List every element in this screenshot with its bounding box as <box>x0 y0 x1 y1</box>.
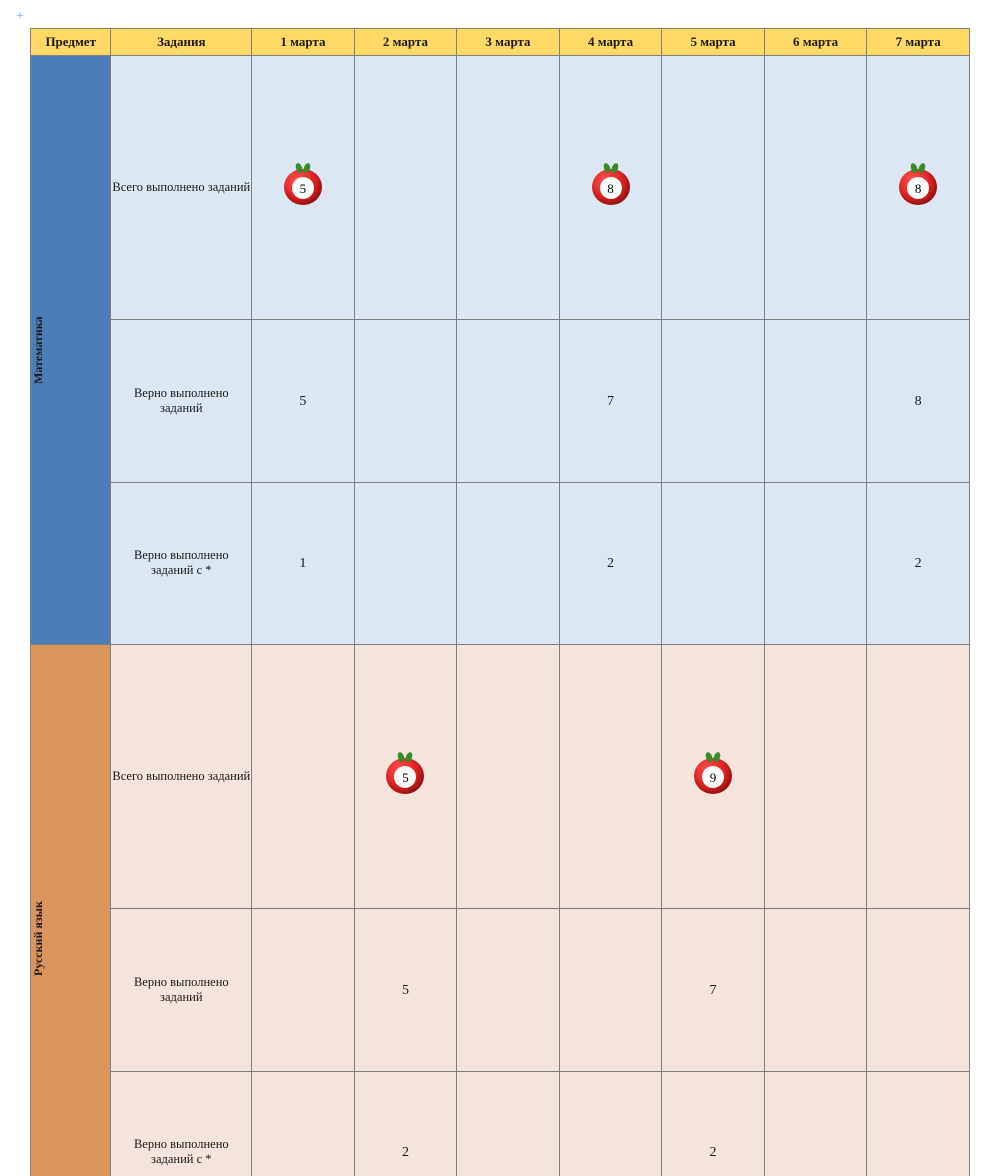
table-row: Русский языкВсего выполнено заданий59 <box>31 645 970 909</box>
subject-cell: Русский язык <box>31 645 111 1176</box>
data-cell <box>662 56 765 320</box>
data-cell <box>559 909 662 1071</box>
table-row: МатематикаВсего выполнено заданий588 <box>31 56 970 320</box>
hdr-day: 6 марта <box>764 29 867 56</box>
task-label: Всего выполнено заданий <box>111 56 252 320</box>
data-cell: 2 <box>559 482 662 644</box>
data-cell <box>457 320 560 482</box>
subject-cell: Математика <box>31 56 111 645</box>
data-cell: 7 <box>559 320 662 482</box>
hdr-day: 1 марта <box>252 29 355 56</box>
task-label: Верно выполнено заданий с * <box>111 482 252 644</box>
data-cell <box>764 320 867 482</box>
data-cell <box>764 56 867 320</box>
data-cell <box>662 482 765 644</box>
tomato-icon: 8 <box>897 165 939 207</box>
data-cell: 9 <box>662 645 765 909</box>
hdr-subject: Предмет <box>31 29 111 56</box>
data-cell: 2 <box>867 482 970 644</box>
subject-label: Русский язык <box>31 645 46 1176</box>
cell-value: 5 <box>299 394 306 409</box>
cell-value: 2 <box>915 556 922 571</box>
data-cell: 2 <box>354 1071 457 1176</box>
data-cell: 5 <box>354 909 457 1071</box>
hdr-day: 4 марта <box>559 29 662 56</box>
tomato-icon: 8 <box>590 165 632 207</box>
task-label: Всего выполнено заданий <box>111 645 252 909</box>
table-row: Верно выполнено заданий с * 1 2 2 <box>31 482 970 644</box>
data-cell <box>457 909 560 1071</box>
hdr-tasks: Задания <box>111 29 252 56</box>
tomato-value: 5 <box>384 754 426 799</box>
main-table: Предмет Задания 1 марта 2 марта 3 марта … <box>30 28 970 1176</box>
data-cell <box>457 482 560 644</box>
data-cell <box>764 1071 867 1176</box>
cell-value: 2 <box>607 556 614 571</box>
data-cell: 2 <box>662 1071 765 1176</box>
cell-value: 5 <box>402 983 409 998</box>
hdr-day: 2 марта <box>354 29 457 56</box>
data-cell <box>559 1071 662 1176</box>
hdr-day: 3 марта <box>457 29 560 56</box>
subject-label: Математика <box>31 56 46 644</box>
task-label: Верно выполнено заданий <box>111 909 252 1071</box>
tomato-value: 8 <box>590 165 632 210</box>
table-row: Верно выполнено заданий 5 7 <box>31 909 970 1071</box>
data-cell <box>764 482 867 644</box>
cell-value: 2 <box>402 1145 409 1160</box>
cell-value: 2 <box>710 1145 717 1160</box>
data-cell <box>252 909 355 1071</box>
data-cell <box>662 320 765 482</box>
data-cell <box>764 909 867 1071</box>
cell-value: 7 <box>710 983 717 998</box>
data-cell: 5 <box>252 320 355 482</box>
data-cell <box>457 1071 560 1176</box>
data-cell: 5 <box>354 645 457 909</box>
hdr-day: 7 марта <box>867 29 970 56</box>
selection-marker: + <box>12 12 24 24</box>
tomato-icon: 5 <box>282 165 324 207</box>
data-cell <box>354 56 457 320</box>
data-cell <box>354 320 457 482</box>
data-cell <box>764 645 867 909</box>
data-cell <box>457 56 560 320</box>
data-cell: 1 <box>252 482 355 644</box>
tomato-value: 8 <box>897 165 939 210</box>
header-row: Предмет Задания 1 марта 2 марта 3 марта … <box>31 29 970 56</box>
data-cell <box>354 482 457 644</box>
data-cell: 5 <box>252 56 355 320</box>
cell-value: 7 <box>607 394 614 409</box>
task-label: Верно выполнено заданий с * <box>111 1071 252 1176</box>
task-label: Верно выполнено заданий <box>111 320 252 482</box>
data-cell <box>252 1071 355 1176</box>
data-cell <box>252 645 355 909</box>
data-cell <box>457 645 560 909</box>
cell-value: 1 <box>299 556 306 571</box>
data-cell: 7 <box>662 909 765 1071</box>
cell-value: 8 <box>915 394 922 409</box>
tomato-icon: 9 <box>692 754 734 796</box>
table-row: Верно выполнено заданий 5 7 8 <box>31 320 970 482</box>
data-cell: 8 <box>867 320 970 482</box>
tomato-icon: 5 <box>384 754 426 796</box>
data-cell <box>867 1071 970 1176</box>
data-cell <box>559 645 662 909</box>
tomato-value: 9 <box>692 754 734 799</box>
tomato-value: 5 <box>282 165 324 210</box>
data-cell: 8 <box>867 56 970 320</box>
data-cell <box>867 909 970 1071</box>
hdr-day: 5 марта <box>662 29 765 56</box>
table-row: Верно выполнено заданий с * 2 2 <box>31 1071 970 1176</box>
data-cell: 8 <box>559 56 662 320</box>
data-cell <box>867 645 970 909</box>
